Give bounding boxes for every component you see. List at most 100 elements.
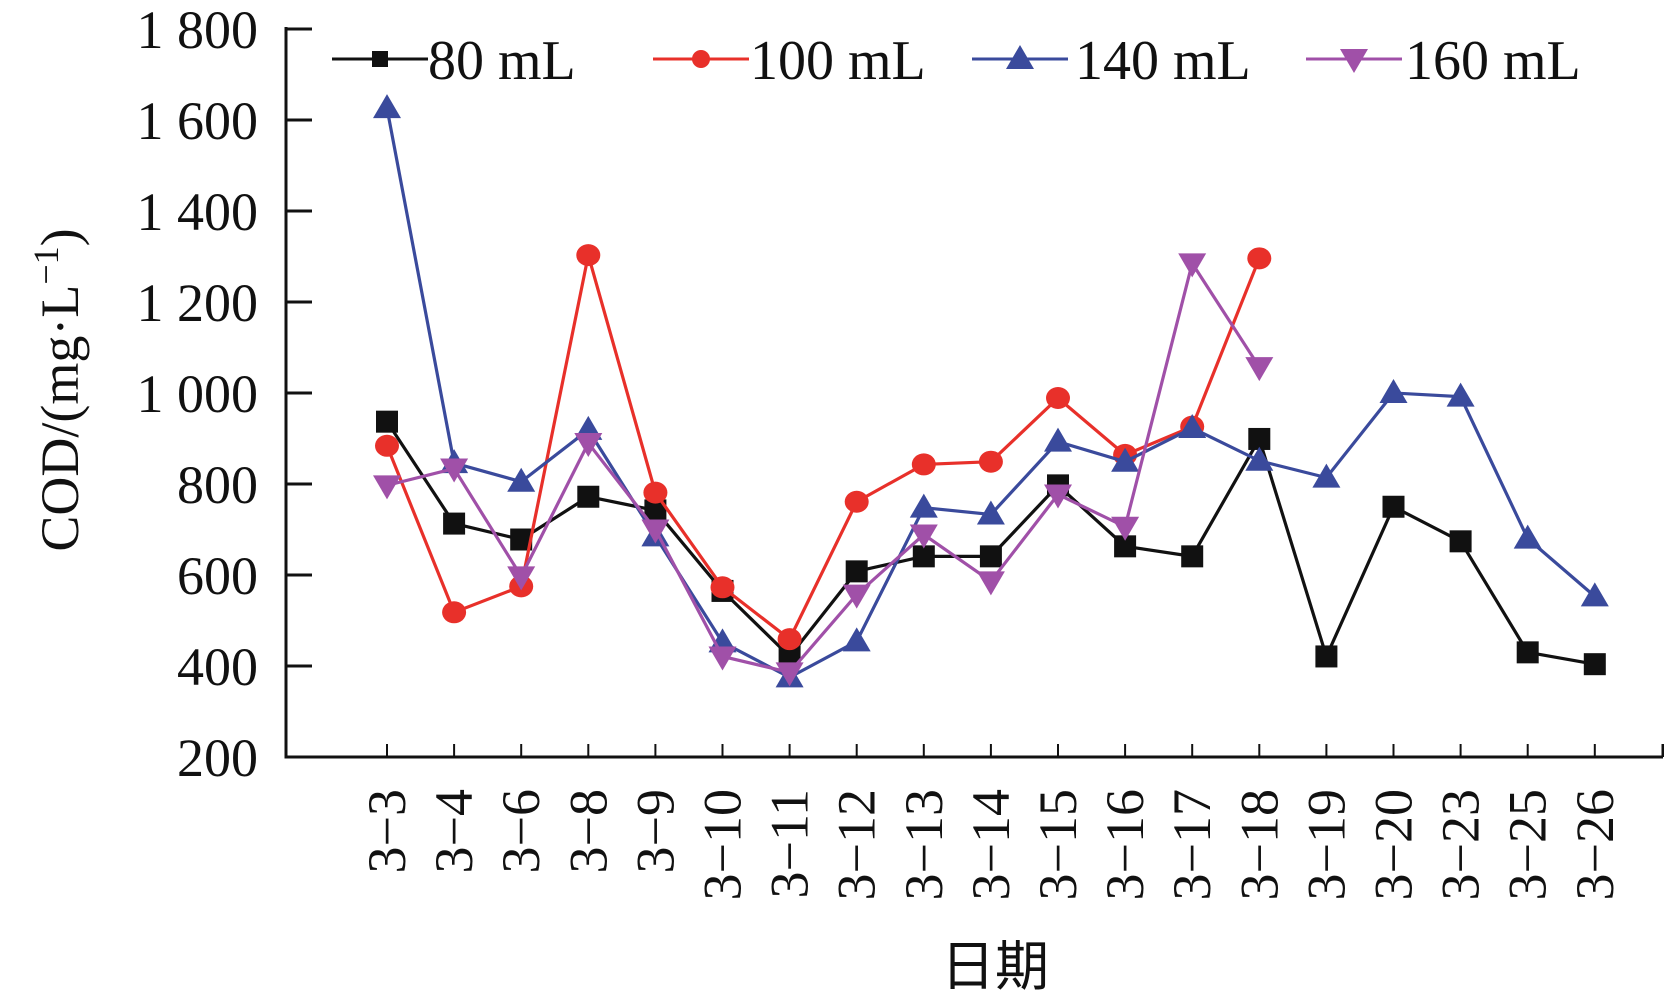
data-point: [1245, 446, 1274, 471]
legend-label: 100 mL: [750, 30, 926, 92]
x-tick-label: 3−17: [1162, 789, 1222, 900]
data-point: [842, 584, 871, 609]
x-tick-label: 3−18: [1229, 789, 1289, 900]
data-point: [909, 524, 938, 549]
data-point: [1178, 414, 1207, 439]
data-point: [643, 481, 668, 504]
data-point: [576, 244, 601, 267]
legend-item: 140 mL: [972, 30, 1251, 92]
data-point: [1248, 427, 1271, 450]
data-point: [1111, 516, 1140, 541]
data-point: [1449, 530, 1472, 553]
data-point: [777, 628, 802, 651]
data-point: [1382, 495, 1405, 518]
data-point: [842, 627, 871, 652]
x-tick-label: 3−11: [760, 789, 820, 898]
data-point: [1046, 387, 1070, 410]
y-tick-label: 600: [177, 546, 258, 606]
x-tick-label: 3−14: [961, 789, 1021, 900]
legend-label: 140 mL: [1075, 30, 1251, 92]
legend-marker: [372, 51, 388, 67]
data-point: [778, 645, 801, 668]
data-point: [644, 499, 667, 522]
data-point: [577, 485, 600, 508]
data-point: [1114, 535, 1137, 558]
data-point: [1513, 524, 1542, 549]
x-tick-label: 3−26: [1565, 789, 1625, 900]
legend: 80 mL 100 mL 140 mL 160 mL: [332, 30, 1581, 92]
y-tick-label: 1 600: [137, 91, 259, 151]
x-tick-label: 3−3: [357, 789, 417, 873]
series-layer: [373, 94, 1609, 688]
data-point: [979, 545, 1002, 568]
data-point: [1580, 582, 1609, 607]
data-point: [373, 475, 401, 500]
x-tick-label: 3−4: [424, 789, 484, 873]
y-tick-label: 1 000: [137, 364, 259, 424]
series-80-ml: [376, 410, 1606, 676]
x-tick-label: 3−16: [1095, 789, 1155, 900]
data-point: [976, 571, 1005, 596]
x-tick-label: 3−12: [827, 789, 887, 900]
data-point: [443, 512, 466, 535]
x-tick-label: 3−19: [1296, 789, 1356, 900]
x-axis-ticks: 3−3 3−4 3−6 3−8 3−9 3−10 3−11 3−12 3−13 3−14 3−15 3…: [357, 744, 1664, 900]
legend-marker: [1340, 49, 1368, 73]
data-point: [1178, 253, 1207, 278]
y-axis-title: COD/(mg·L−1): [26, 228, 90, 551]
data-point: [376, 410, 398, 433]
data-point: [1516, 641, 1539, 664]
legend-label: 160 mL: [1405, 30, 1581, 92]
data-point: [710, 576, 735, 599]
data-point: [1583, 653, 1606, 676]
data-point: [912, 545, 935, 568]
legend-item: 80 mL: [332, 30, 576, 92]
data-point: [373, 94, 401, 119]
x-tick-label: 3−13: [894, 789, 954, 900]
series-140-ml: [373, 94, 1609, 688]
data-point: [442, 601, 467, 624]
data-point: [1044, 427, 1072, 452]
y-tick-label: 1 800: [137, 0, 259, 60]
data-point: [1044, 484, 1072, 509]
data-point: [708, 646, 737, 671]
data-point: [976, 500, 1005, 525]
x-tick-label: 3−8: [558, 789, 618, 873]
data-point: [1181, 545, 1204, 568]
y-axis-ticks: 200 400 600 800 1 000 1 200 1 400 1 600 1 800: [137, 0, 312, 788]
series-100-ml: [375, 244, 1272, 651]
data-point: [1247, 247, 1272, 270]
data-point: [1446, 382, 1475, 407]
data-point: [375, 434, 399, 457]
data-point: [1111, 447, 1140, 472]
y-tick-label: 400: [177, 637, 258, 697]
x-tick-label: 3−20: [1364, 789, 1424, 900]
data-point: [775, 662, 804, 687]
y-tick-label: 800: [177, 455, 258, 515]
series-line: [385, 254, 1261, 642]
data-point: [911, 453, 936, 476]
data-point: [844, 490, 869, 513]
data-point: [510, 528, 533, 551]
data-point: [574, 433, 603, 458]
x-tick-label: 3−9: [625, 789, 685, 873]
legend-marker: [692, 50, 710, 68]
x-axis-title: 日期: [941, 935, 1049, 998]
data-point: [440, 458, 469, 483]
y-tick-label: 1 200: [137, 273, 259, 333]
legend-label: 80 mL: [428, 30, 576, 92]
x-tick-label: 3−25: [1498, 789, 1558, 900]
data-point: [641, 519, 670, 544]
legend-item: 160 mL: [1306, 30, 1581, 92]
x-tick-label: 3−15: [1028, 789, 1088, 900]
y-tick-label: 200: [177, 728, 258, 788]
data-point: [1312, 463, 1341, 488]
data-point: [1245, 357, 1274, 382]
x-tick-label: 3−6: [491, 789, 551, 873]
legend-marker: [1006, 45, 1034, 69]
data-point: [978, 450, 1003, 473]
data-point: [1379, 379, 1408, 403]
series-160-ml: [373, 253, 1274, 687]
data-point: [507, 566, 536, 591]
